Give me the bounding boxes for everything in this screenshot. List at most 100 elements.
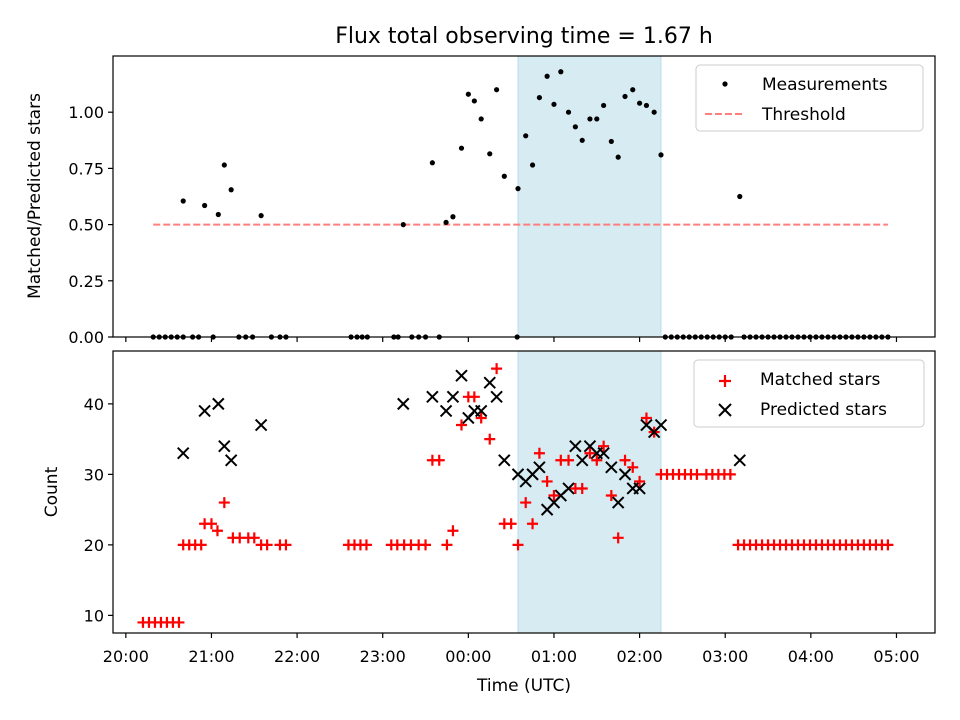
bottom-y-axis-label: Count xyxy=(42,466,62,517)
x-tick-label: 04:00 xyxy=(788,647,834,666)
x-tick-label: 05:00 xyxy=(873,647,919,666)
measurement-point xyxy=(523,133,529,139)
matched-stars-points xyxy=(137,363,894,628)
predicted-star-point xyxy=(483,376,496,389)
predicted-star-point xyxy=(562,482,575,495)
measurement-point xyxy=(536,94,543,101)
matched-star-point xyxy=(433,454,445,466)
top-legend-box xyxy=(695,64,924,132)
predicted-star-point xyxy=(654,418,668,432)
legend-threshold-label: Threshold xyxy=(761,105,846,125)
top-y-tick-label: 0.00 xyxy=(68,328,104,347)
top-y-ticks: 0.00 0.25 0.50 0.75 1.00 xyxy=(68,103,113,347)
measurement-point xyxy=(565,109,572,115)
measurement-point xyxy=(478,116,484,122)
matched-star-point xyxy=(691,468,703,480)
matched-star-point xyxy=(280,539,292,551)
measurement-point xyxy=(630,87,636,93)
legend-predicted-marker xyxy=(718,403,732,417)
matched-star-point xyxy=(195,539,207,551)
measurement-point xyxy=(544,73,550,79)
matched-star-point xyxy=(612,532,624,544)
legend-matched-marker xyxy=(719,375,731,387)
predicted-star-point xyxy=(446,390,460,404)
legend-measurements-marker xyxy=(722,81,728,87)
measurement-point xyxy=(558,69,564,75)
measurement-point xyxy=(615,154,621,160)
matched-star-point xyxy=(634,475,646,487)
x-tick-label: 21:00 xyxy=(188,647,234,666)
predicted-star-point xyxy=(633,482,646,495)
matched-star-point xyxy=(420,539,432,551)
matched-star-point xyxy=(512,539,524,551)
matched-star-point xyxy=(548,490,560,502)
matched-star-point xyxy=(591,454,603,466)
predicted-star-point xyxy=(597,447,610,460)
measurement-point xyxy=(658,152,664,158)
predicted-star-point xyxy=(611,496,625,509)
measurement-point xyxy=(494,87,500,93)
top-y-axis-label: Matched/Predicted stars xyxy=(25,93,45,299)
x-tick-label: 00:00 xyxy=(445,647,491,666)
x-axis-label: Time (UTC) xyxy=(476,676,571,696)
measurement-point xyxy=(737,193,743,200)
matched-star-point xyxy=(627,461,639,473)
predicted-star-point xyxy=(439,404,453,418)
bottom-panel: 10 20 30 40 20:00 21:00 22:00 23:00 00:00 01:00 0… xyxy=(42,350,936,696)
measurement-point xyxy=(429,160,435,166)
predicted-star-point xyxy=(533,461,546,474)
predicted-star-point xyxy=(218,439,231,453)
bottom-legend-box xyxy=(693,359,925,428)
matched-star-point xyxy=(484,433,496,445)
x-tick-label: 20:00 xyxy=(103,647,149,666)
matched-star-point xyxy=(447,525,459,537)
matched-star-point xyxy=(248,532,260,544)
matched-star-point xyxy=(455,419,467,431)
measurement-point xyxy=(594,116,600,122)
legend-matched-label: Matched stars xyxy=(760,370,880,390)
predicted-star-point xyxy=(177,447,190,460)
matched-star-point xyxy=(491,363,503,375)
predicted-star-point xyxy=(490,390,503,404)
measurement-point xyxy=(501,173,507,179)
matched-star-point xyxy=(475,412,487,424)
predicted-star-point xyxy=(605,461,618,474)
matched-star-point xyxy=(640,412,652,424)
x-tick-label: 22:00 xyxy=(274,647,320,666)
x-tick-label: 23:00 xyxy=(360,647,406,666)
matched-star-point xyxy=(173,616,185,628)
predicted-star-point xyxy=(198,404,211,418)
measurement-point xyxy=(487,151,493,157)
top-y-tick-label: 0.50 xyxy=(68,216,104,235)
predicted-stars-points xyxy=(177,369,746,516)
bottom-y-tick-label: 30 xyxy=(84,465,104,484)
matched-star-point xyxy=(360,539,372,551)
measurement-point xyxy=(221,162,227,168)
top-y-tick-label: 1.00 xyxy=(68,103,104,122)
x-tick-label: 01:00 xyxy=(531,647,577,666)
bottom-legend: Matched stars Predicted stars xyxy=(693,359,925,428)
bottom-x-ticks: 20:00 21:00 22:00 23:00 00:00 01:00 02:00 03:00… xyxy=(103,633,920,666)
matched-star-point xyxy=(605,490,617,502)
measurement-point xyxy=(443,219,449,225)
measurement-point xyxy=(529,162,536,168)
matched-star-point xyxy=(205,518,217,530)
bottom-highlight-span xyxy=(517,350,662,634)
measurement-point xyxy=(579,137,585,143)
matched-star-point xyxy=(598,440,610,452)
measurement-point xyxy=(551,101,557,107)
matched-star-point xyxy=(468,391,480,403)
predicted-star-point xyxy=(576,454,589,467)
matched-star-point xyxy=(724,468,736,480)
bottom-y-tick-label: 40 xyxy=(84,395,104,414)
predicted-star-point xyxy=(474,404,488,418)
predicted-star-point xyxy=(455,369,468,382)
predicted-star-point xyxy=(426,390,439,404)
top-panel: 0.00 0.25 0.50 0.75 1.00 Matched/Predicted s… xyxy=(25,55,936,347)
matched-star-point xyxy=(619,454,631,466)
matched-star-point xyxy=(218,497,230,509)
measurement-point xyxy=(258,213,264,219)
measurement-point xyxy=(636,100,643,106)
bottom-y-tick-label: 20 xyxy=(84,536,104,555)
